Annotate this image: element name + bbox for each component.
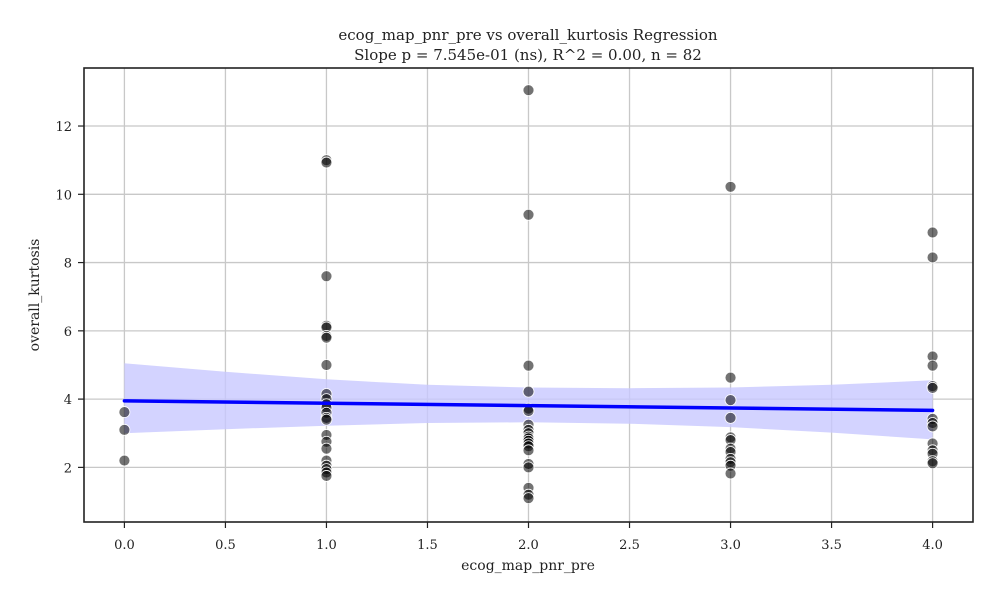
data-point xyxy=(522,444,535,457)
data-point xyxy=(320,470,333,482)
chart-subtitle: Slope p = 7.545e-01 (ns), R^2 = 0.00, n … xyxy=(354,46,702,64)
data-point xyxy=(926,457,939,470)
y-tick-label: 8 xyxy=(64,257,72,272)
y-tick-label: 2 xyxy=(64,461,72,476)
data-point xyxy=(724,371,737,384)
data-point xyxy=(522,461,535,474)
y-tick-label: 10 xyxy=(55,188,72,203)
data-point xyxy=(320,413,333,426)
data-point xyxy=(522,359,535,372)
x-tick-label: 2.0 xyxy=(518,538,539,553)
scatter-points xyxy=(118,84,939,505)
data-point xyxy=(522,385,535,398)
y-axis-label: overall_kurtosis xyxy=(27,239,43,352)
data-point xyxy=(724,394,737,407)
y-tick-label: 6 xyxy=(64,325,72,340)
x-tick-label: 1.5 xyxy=(417,538,438,553)
data-point xyxy=(320,359,333,371)
regression-line xyxy=(122,399,935,413)
data-point xyxy=(926,420,939,433)
data-point xyxy=(522,208,535,221)
x-tick-label: 2.5 xyxy=(619,538,640,553)
x-tick-label: 1.0 xyxy=(316,538,337,553)
data-point xyxy=(118,406,131,418)
data-point xyxy=(926,381,939,394)
data-point xyxy=(724,411,737,424)
data-point xyxy=(522,492,535,505)
data-point xyxy=(320,331,333,344)
data-point xyxy=(926,251,939,264)
x-axis-label: ecog_map_pnr_pre xyxy=(461,558,595,574)
data-point xyxy=(926,226,939,239)
data-point xyxy=(118,454,131,467)
data-point xyxy=(320,270,333,283)
data-point xyxy=(724,467,737,480)
x-tick-label: 0.5 xyxy=(215,538,236,553)
data-point xyxy=(320,442,333,455)
data-point xyxy=(522,84,535,97)
data-point xyxy=(320,156,333,169)
x-tick-label: 3.5 xyxy=(821,538,842,553)
data-point xyxy=(926,359,939,372)
chart-title: ecog_map_pnr_pre vs overall_kurtosis Reg… xyxy=(338,26,718,44)
y-tick-label: 12 xyxy=(55,120,72,135)
regression-line-layer xyxy=(122,399,935,413)
data-point xyxy=(118,423,131,436)
y-tick-label: 4 xyxy=(64,393,72,408)
x-tick-label: 4.0 xyxy=(922,538,943,553)
y-axis-ticks: 2 4 6 8 10 12 xyxy=(55,120,84,476)
x-tick-label: 0.0 xyxy=(114,538,135,553)
x-tick-label: 3.0 xyxy=(720,538,741,553)
x-axis-ticks: 0.0 0.5 1.0 1.5 2.0 2.5 3.0 3.5 4.0 xyxy=(114,522,943,553)
data-point xyxy=(724,180,737,193)
